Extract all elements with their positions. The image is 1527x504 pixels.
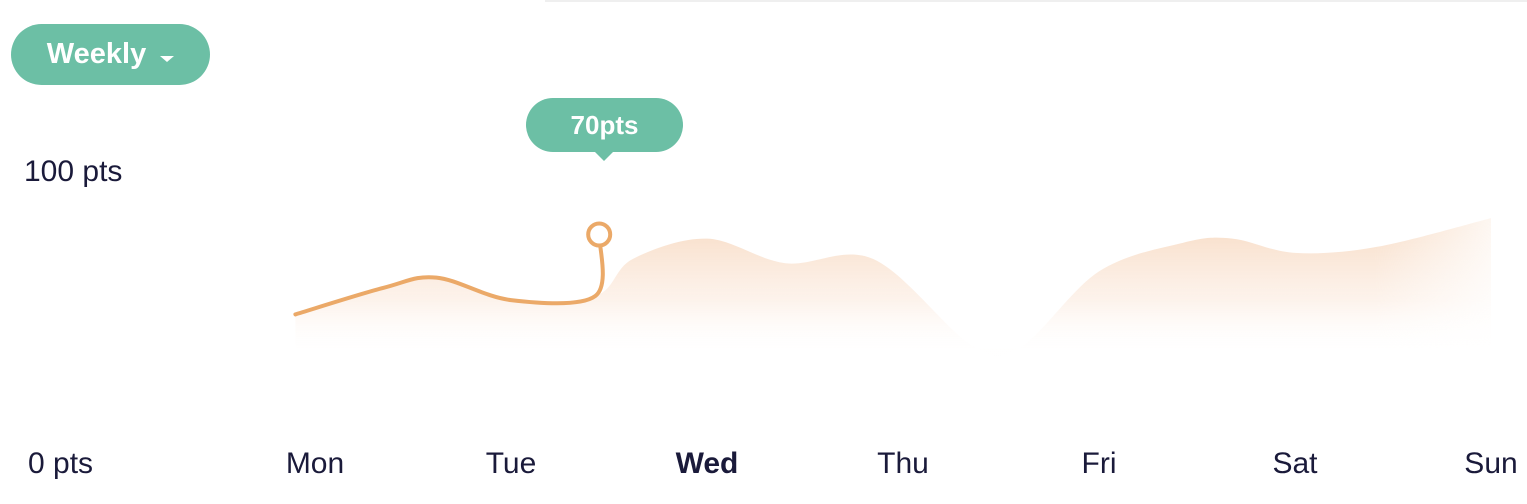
y-tick-label-min: 0 pts — [28, 447, 94, 480]
y-tick-label-max: 100 pts — [24, 155, 123, 188]
point-tooltip: 70pts — [526, 98, 683, 161]
x-tick-label-fri: Fri — [1081, 447, 1117, 480]
x-tick-label-wed: Wed — [675, 447, 739, 480]
line-layer — [293, 232, 605, 317]
x-tick-label-tue: Tue — [485, 447, 537, 480]
points-line — [293, 232, 605, 317]
top-divider — [545, 0, 1527, 2]
period-select[interactable]: Weekly — [11, 24, 210, 85]
x-tick-label-sat: Sat — [1272, 447, 1318, 480]
chevron-down-icon — [160, 55, 175, 62]
area-layer — [295, 218, 1491, 357]
points-area — [295, 218, 1491, 357]
period-select-label: Weekly — [46, 38, 147, 70]
x-tick-label-mon: Mon — [285, 447, 345, 480]
marker-layer — [586, 221, 613, 248]
highlight-point[interactable] — [586, 221, 613, 248]
x-tick-label-sun: Sun — [1464, 447, 1518, 480]
x-tick-label-thu: Thu — [877, 447, 929, 480]
